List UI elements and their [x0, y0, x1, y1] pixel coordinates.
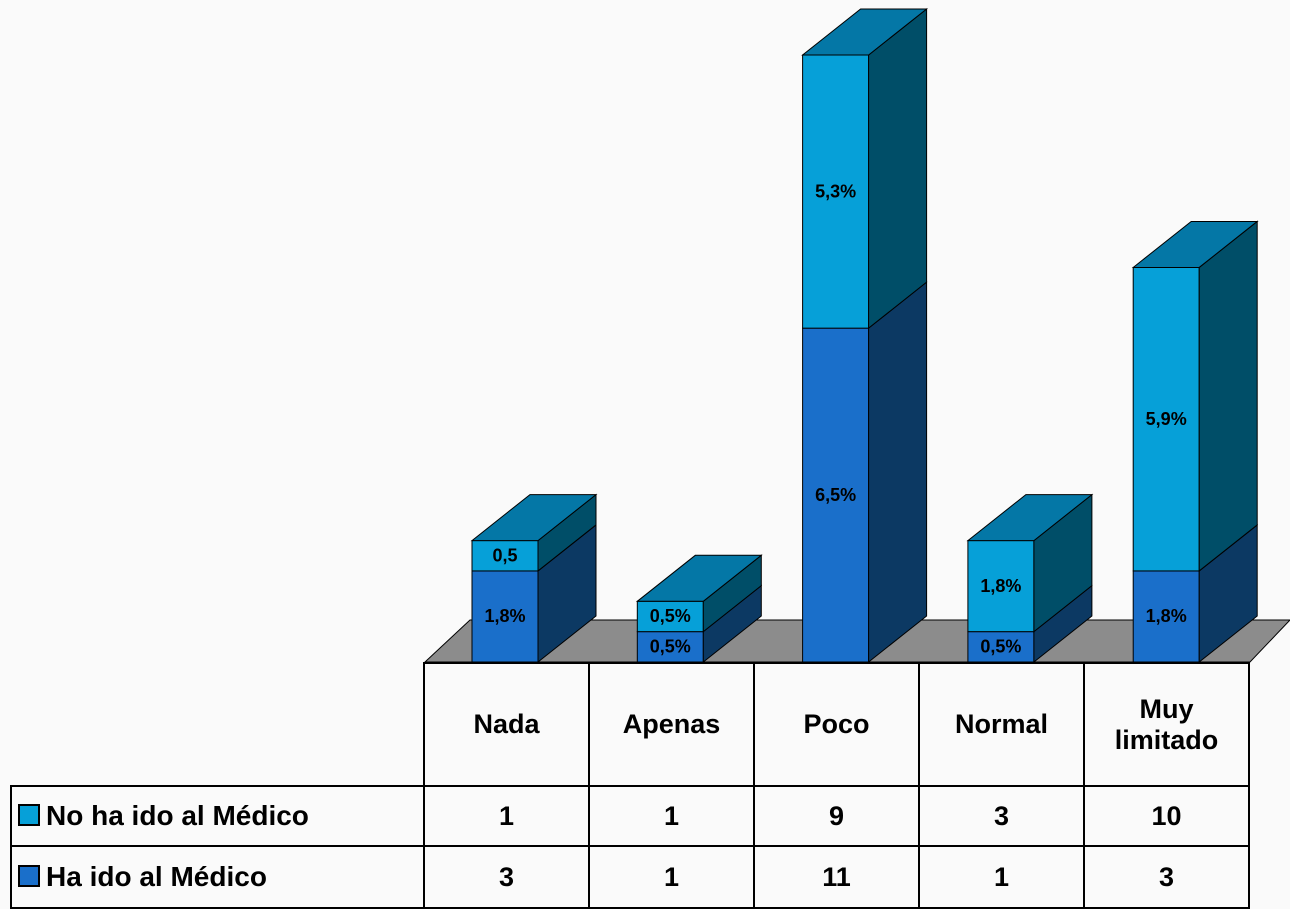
data-label: 5,9% — [1146, 409, 1187, 429]
legend-key — [18, 804, 40, 826]
category-cell: Nada — [423, 662, 590, 787]
bar-side — [868, 281, 928, 664]
bar-front — [1132, 570, 1200, 663]
table-value: 3 — [1083, 845, 1250, 909]
data-label: 1,8% — [1146, 606, 1187, 626]
category-cell: Muy limitado — [1083, 662, 1250, 787]
table-value: 1 — [588, 785, 755, 847]
table-value: 3 — [423, 845, 590, 909]
data-label: 5,3% — [815, 181, 856, 201]
bar-top — [1131, 220, 1259, 268]
table-value: 1 — [588, 845, 755, 909]
legend-label: Ha ido al Médico — [46, 861, 267, 892]
header-row: Nada Apenas Poco Normal Muy limitado — [11, 662, 1250, 787]
data-label: 0,5 — [492, 546, 517, 566]
data-label: 0,5% — [650, 637, 691, 657]
bar-top — [801, 8, 929, 56]
bar-front — [636, 600, 704, 633]
data-label: 6,5% — [815, 485, 856, 505]
legend-key — [18, 865, 40, 887]
bar-front — [636, 631, 704, 663]
table-value: 11 — [753, 845, 920, 909]
table-value: 1 — [423, 785, 590, 847]
legend-label: No ha ido al Médico — [46, 800, 309, 831]
table-value: 9 — [753, 785, 920, 847]
table-value: 10 — [1083, 785, 1250, 847]
bar-side — [868, 7, 928, 330]
bar-top — [635, 554, 763, 602]
table-row: Ha ido al Médico 3 1 11 1 3 — [10, 845, 1250, 909]
data-label: 0,5% — [650, 606, 691, 626]
category-cell: Apenas — [588, 662, 755, 787]
data-label: 0,5% — [980, 637, 1021, 657]
data-label: 1,8% — [980, 576, 1021, 596]
bar-front — [471, 570, 539, 663]
bar-side — [1198, 220, 1258, 572]
bar-front — [967, 631, 1035, 663]
data-label: 1,8% — [484, 606, 525, 626]
bar-front — [802, 327, 870, 663]
table-value: 3 — [918, 785, 1085, 847]
legend-cell: Ha ido al Médico — [10, 845, 425, 909]
category-cell: Normal — [918, 662, 1085, 787]
blank-cell — [11, 663, 424, 786]
table-value: 1 — [918, 845, 1085, 909]
bar-top — [470, 494, 598, 542]
bar-top — [966, 494, 1094, 542]
bar-front — [967, 540, 1035, 633]
table-row: No ha ido al Médico 1 1 9 3 10 — [10, 785, 1250, 847]
category-cell: Poco — [753, 662, 920, 787]
legend-cell: No ha ido al Médico — [10, 785, 425, 847]
data-table: Nada Apenas Poco Normal Muy limitado No ha i… — [10, 662, 1250, 909]
